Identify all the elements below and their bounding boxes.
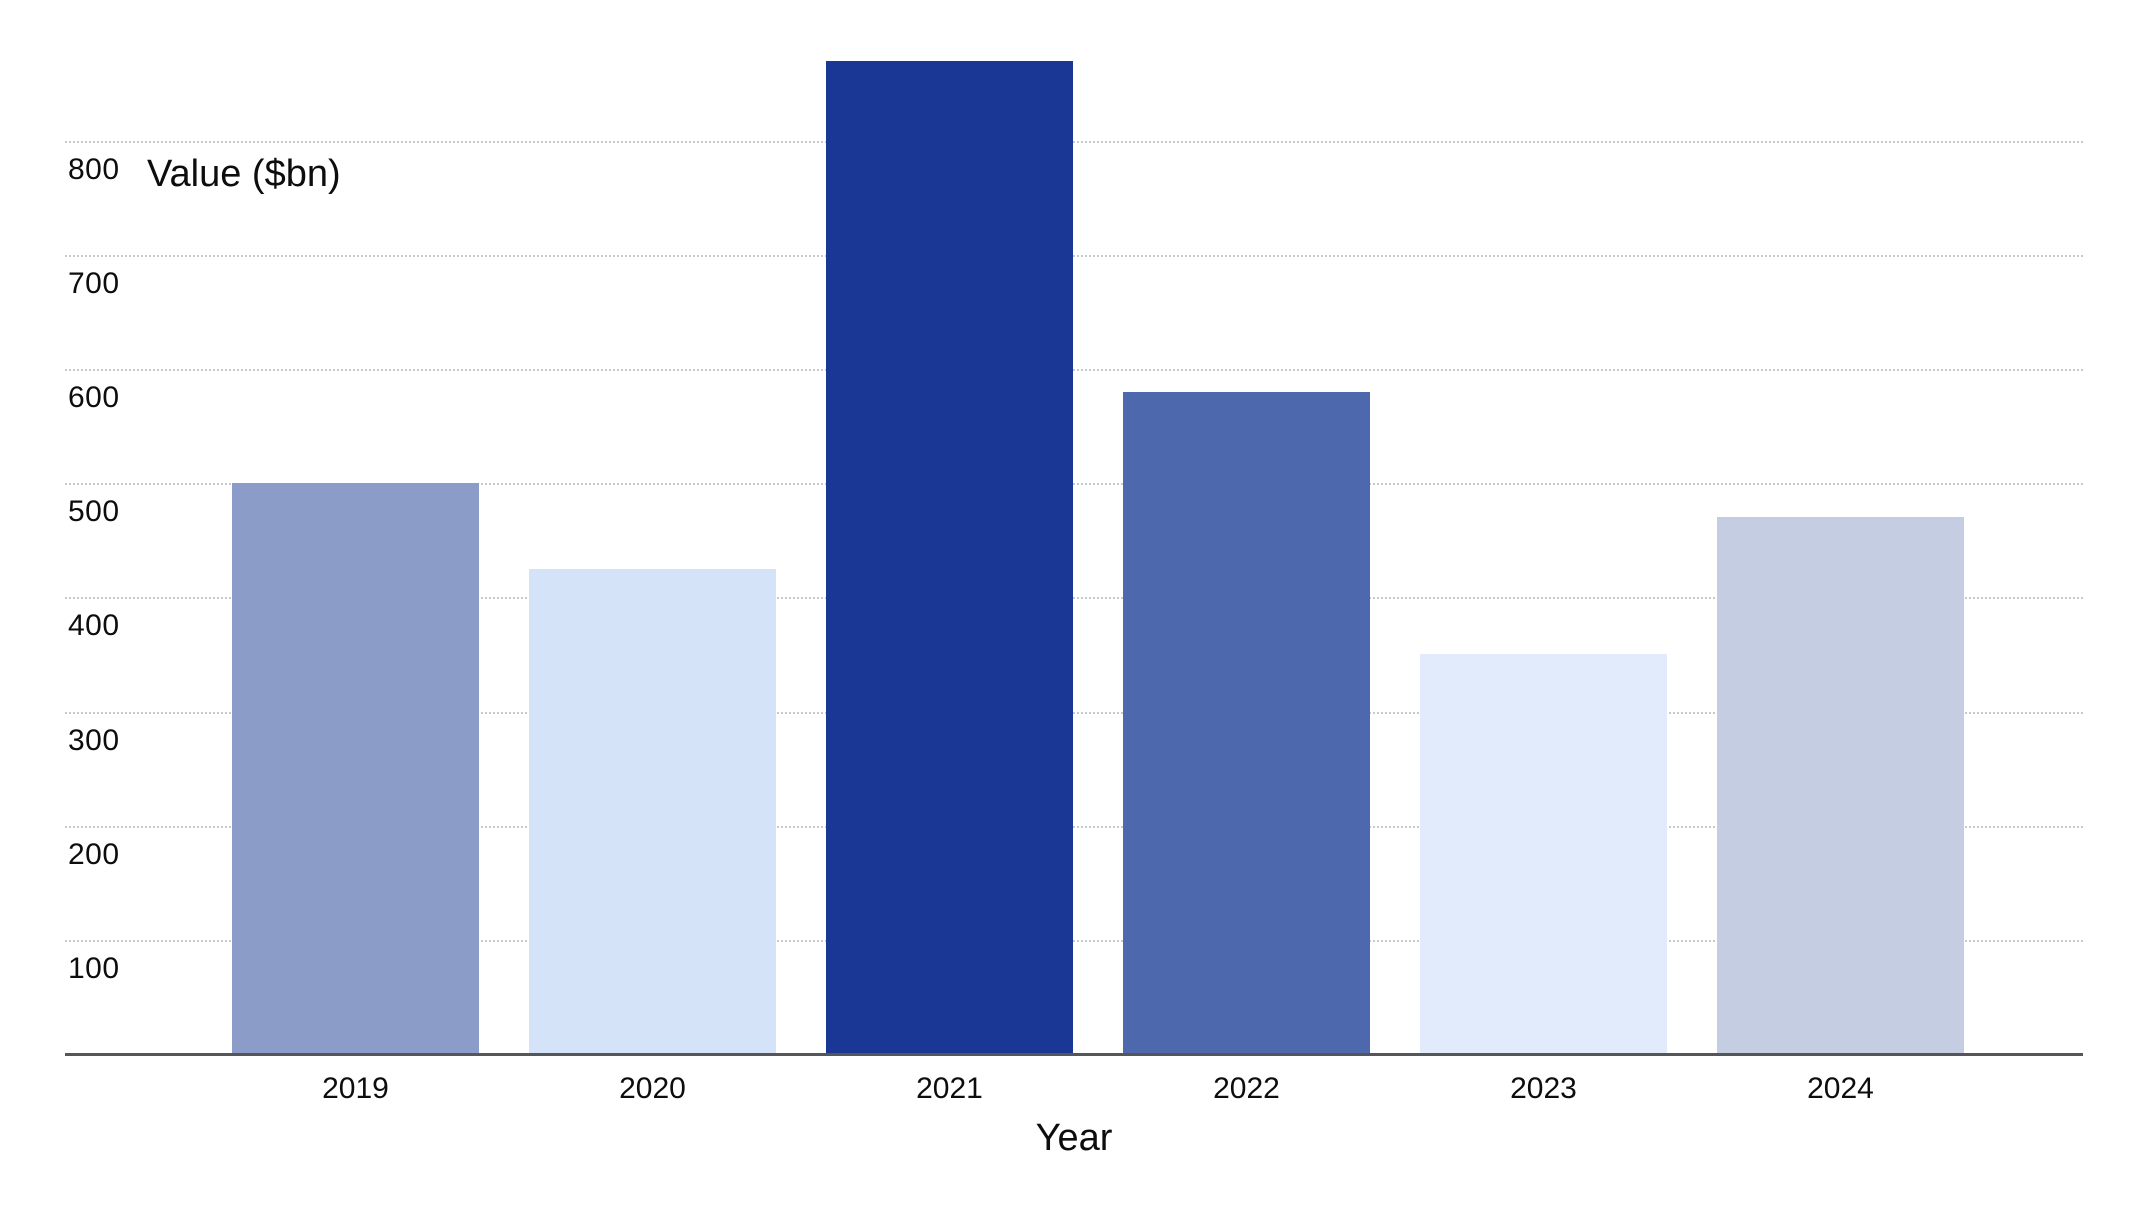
y-tick-label: 200	[68, 838, 120, 871]
y-tick-label: 600	[68, 381, 120, 414]
y-axis-title: Value ($bn)	[147, 153, 341, 195]
x-tick-label: 2024	[1807, 1072, 1874, 1105]
bar-2021	[826, 61, 1073, 1054]
bar-2020	[529, 569, 776, 1054]
x-tick-label: 2023	[1510, 1072, 1577, 1105]
gridline	[65, 141, 2083, 143]
gridline	[65, 483, 2083, 485]
x-tick-label: 2021	[916, 1072, 983, 1105]
gridline	[65, 712, 2083, 714]
y-tick-label: 100	[68, 952, 120, 985]
gridline	[65, 940, 2083, 942]
gridline	[65, 255, 2083, 257]
y-tick-label: 400	[68, 609, 120, 642]
y-tick-label: 800	[68, 153, 120, 186]
bar-2022	[1123, 392, 1370, 1054]
x-tick-label: 2020	[619, 1072, 686, 1105]
y-tick-label: 300	[68, 724, 120, 757]
gridline	[65, 597, 2083, 599]
gridline	[65, 826, 2083, 828]
bar-2024	[1717, 517, 1964, 1054]
x-axis-title: Year	[1035, 1117, 1113, 1159]
bar-2019	[232, 483, 479, 1054]
x-tick-label: 2019	[322, 1072, 389, 1105]
bar-2023	[1420, 654, 1667, 1054]
gridline	[65, 369, 2083, 371]
x-axis-line	[65, 1053, 2083, 1056]
y-tick-label: 700	[68, 267, 120, 300]
x-tick-label: 2022	[1213, 1072, 1280, 1105]
y-tick-label: 500	[68, 495, 120, 528]
